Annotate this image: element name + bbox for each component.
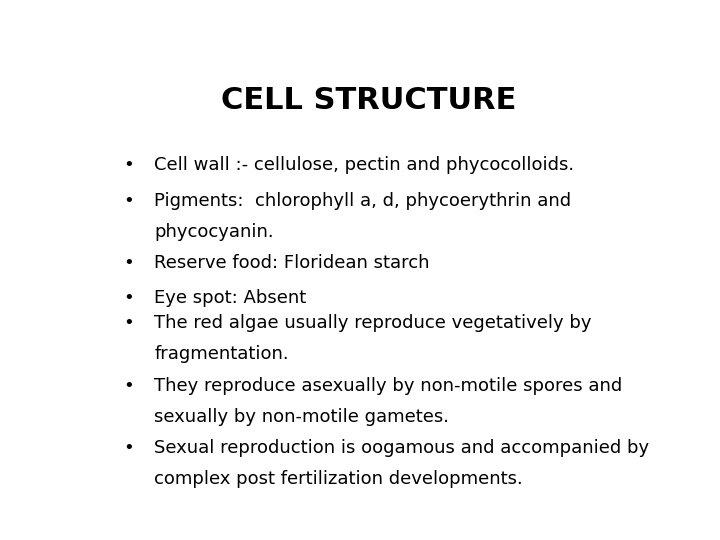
Text: •: • xyxy=(124,156,134,174)
Text: Reserve food: Floridean starch: Reserve food: Floridean starch xyxy=(154,254,430,272)
Text: Sexual reproduction is oogamous and accompanied by: Sexual reproduction is oogamous and acco… xyxy=(154,439,649,457)
Text: phycocyanin.: phycocyanin. xyxy=(154,223,274,241)
Text: The red algae usually reproduce vegetatively by: The red algae usually reproduce vegetati… xyxy=(154,314,592,332)
Text: •: • xyxy=(124,192,134,210)
Text: Cell wall :- cellulose, pectin and phycocolloids.: Cell wall :- cellulose, pectin and phyco… xyxy=(154,156,575,174)
Text: •: • xyxy=(124,289,134,307)
Text: sexually by non-motile gametes.: sexually by non-motile gametes. xyxy=(154,408,449,426)
Text: •: • xyxy=(124,377,134,395)
Text: •: • xyxy=(124,254,134,272)
Text: They reproduce asexually by non-motile spores and: They reproduce asexually by non-motile s… xyxy=(154,377,622,395)
Text: Pigments:  chlorophyll a, d, phycoerythrin and: Pigments: chlorophyll a, d, phycoerythri… xyxy=(154,192,571,210)
Text: Eye spot: Absent: Eye spot: Absent xyxy=(154,289,307,307)
Text: complex post fertilization developments.: complex post fertilization developments. xyxy=(154,470,523,488)
Text: CELL STRUCTURE: CELL STRUCTURE xyxy=(221,85,517,114)
Text: •: • xyxy=(124,314,134,332)
Text: •: • xyxy=(124,439,134,457)
Text: fragmentation.: fragmentation. xyxy=(154,346,289,363)
